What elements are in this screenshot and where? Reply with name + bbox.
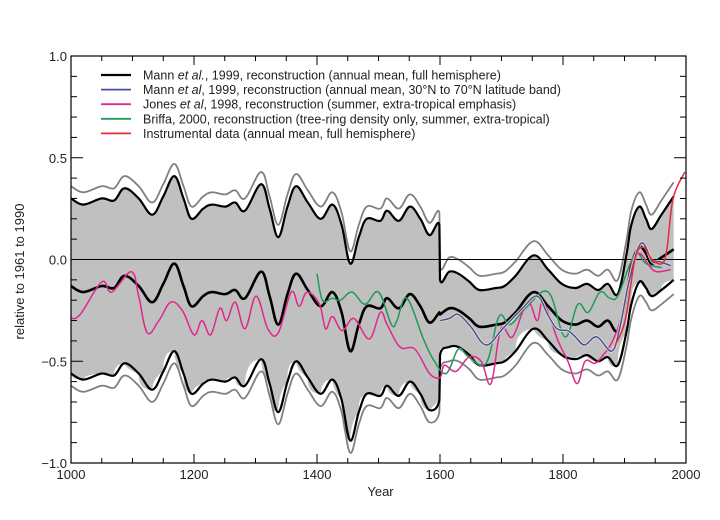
y-axis-title: relative to 1961 to 1990 [12,204,27,340]
legend: Mann et al., 1999, reconstruction (annua… [101,69,561,141]
upper-bound-line [70,175,675,297]
y-tick-label: 0.0 [49,253,67,268]
x-tick-label: 1200 [180,467,209,482]
legend-item-mann_nh: Mann et al., 1999, reconstruction (annua… [101,69,501,83]
outer-upper-bound-line [70,163,675,282]
legend-item-instrumental: Instrumental data (annual mean, full hem… [101,127,415,141]
legend-item-jones: Jones et al, 1998, reconstruction (summe… [101,98,516,112]
uncertainty-band [70,163,675,454]
series-line-mann_nh [70,245,675,353]
y-tick-label: 1.0 [49,49,67,64]
legend-item-briffa: Briffa, 2000, reconstruction (tree-ring … [101,112,550,126]
y-axis: −1.0 −0.5 0.0 0.5 1.0 [41,49,686,471]
y-tick-label: −0.5 [41,354,67,369]
y-tick-label: 0.5 [49,151,67,166]
series-line-instrumental [614,171,686,346]
series-line-jones [70,252,671,386]
legend-item-mann_band: Mann et al, 1999, reconstruction (annual… [101,83,561,97]
legend-label: Instrumental data (annual mean, full hem… [143,127,415,141]
uncertainty-band-fill [71,176,674,441]
series-lines [70,171,686,386]
y-tick-label: −1.0 [41,456,67,471]
series-line-briffa [316,252,662,375]
legend-label: Mann et al, 1999, reconstruction (annual… [143,83,561,97]
x-tick-label: 1000 [57,467,86,482]
legend-label: Jones et al, 1998, reconstruction (summe… [143,98,516,112]
legend-label: Mann et al., 1999, reconstruction (annua… [143,69,501,83]
x-tick-label: 1400 [303,467,332,482]
outer-lower-bound-line [70,293,675,454]
x-tick-label: 2000 [672,467,701,482]
lower-bound-line [70,279,675,442]
x-axis: 1000 1200 1400 1600 1800 2000 [57,56,701,482]
legend-label: Briffa, 2000, reconstruction (tree-ring … [143,112,550,126]
x-tick-label: 1600 [426,467,455,482]
x-axis-title: Year [367,484,394,499]
plot-area: 1000 1200 1400 1600 1800 2000 −1.0−0.50.00.51… [41,49,700,482]
x-tick-label: 1800 [549,467,578,482]
